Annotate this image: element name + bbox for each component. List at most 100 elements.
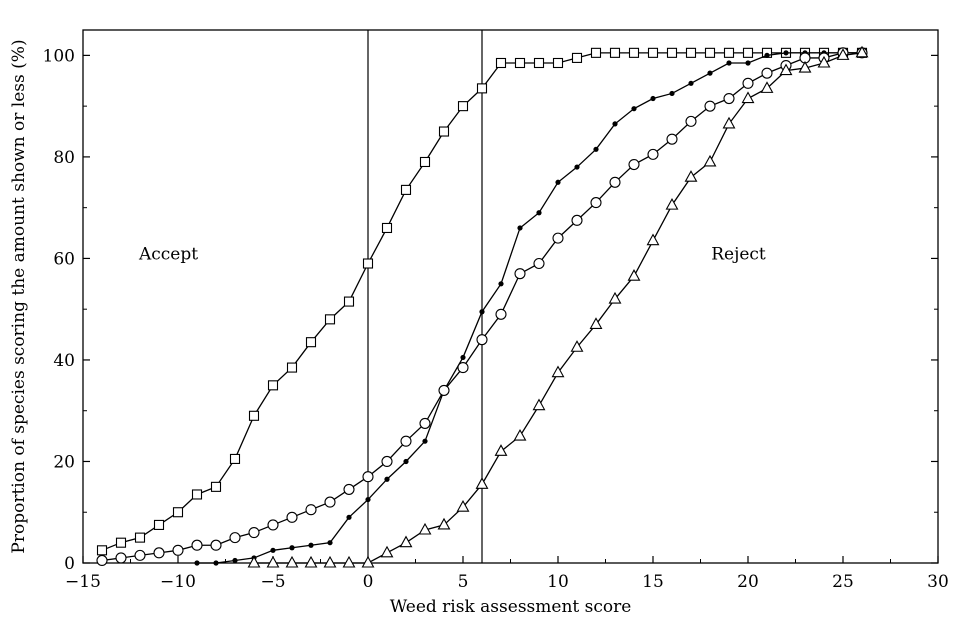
data-point: [342, 555, 356, 568]
x-tick-label: 25: [832, 572, 854, 592]
data-point: [590, 47, 602, 58]
x-tick-label: 5: [458, 572, 469, 592]
data-point: [437, 517, 451, 530]
data-point: [438, 126, 450, 137]
data-point: [400, 435, 412, 447]
data-point: [96, 545, 108, 556]
data-point: [210, 539, 222, 551]
data-point: [817, 55, 831, 68]
data-point: [723, 92, 735, 105]
data-point: [783, 50, 789, 56]
data-point: [305, 337, 317, 348]
data-point: [362, 258, 374, 269]
series-line: [197, 52, 862, 564]
data-point: [460, 354, 466, 361]
data-point: [517, 225, 523, 231]
data-point: [589, 317, 603, 329]
data-point: [475, 477, 489, 489]
data-point: [571, 214, 583, 226]
y-tick-label: 40: [53, 351, 75, 371]
data-point: [266, 555, 280, 568]
data-point: [570, 340, 584, 352]
data-point: [286, 362, 298, 373]
data-point: [419, 156, 431, 168]
data-point: [513, 428, 527, 441]
data-point: [229, 532, 241, 544]
data-point: [704, 100, 716, 112]
data-point: [96, 554, 108, 567]
data-point: [438, 384, 450, 396]
data-point: [704, 47, 716, 58]
data-point: [270, 547, 276, 553]
data-point: [305, 504, 317, 516]
x-tick-label: 15: [642, 572, 664, 592]
data-point: [666, 133, 678, 145]
data-point: [361, 555, 375, 568]
data-point: [343, 483, 355, 495]
data-point: [665, 197, 679, 210]
x-tick-label: 30: [927, 572, 949, 592]
data-point: [324, 314, 336, 325]
data-point: [631, 106, 637, 112]
data-point: [574, 164, 580, 170]
data-point: [533, 257, 545, 270]
data-point: [590, 197, 602, 209]
data-point: [609, 47, 621, 58]
data-point: [855, 45, 869, 58]
data-point: [669, 90, 675, 97]
data-point: [745, 60, 751, 66]
data-point: [760, 81, 774, 93]
data-point: [514, 57, 526, 69]
data-point: [232, 557, 238, 564]
data-point: [479, 309, 485, 315]
data-point: [362, 471, 374, 483]
data-point: [723, 47, 735, 58]
data-point: [476, 334, 488, 346]
x-axis: −15 −10 −5 0 5 10 15 20 25 30: [65, 556, 949, 592]
data-point: [247, 555, 261, 568]
data-point: [707, 70, 713, 76]
data-point: [134, 532, 146, 543]
data-point: [365, 496, 371, 503]
data-point: [400, 184, 412, 195]
data-point: [418, 522, 432, 535]
data-point: [323, 555, 337, 568]
data-point: [172, 544, 184, 556]
y-tick-label: 80: [53, 148, 75, 168]
data-point: [533, 57, 545, 69]
data-point: [191, 489, 203, 500]
data-point: [346, 514, 352, 520]
data-point: [343, 296, 355, 307]
data-point: [685, 47, 697, 58]
data-point: [304, 555, 318, 568]
data-point: [153, 547, 165, 559]
data-point: [798, 60, 812, 73]
y-tick-label: 20: [53, 452, 75, 472]
data-point: [555, 179, 561, 185]
data-point: [647, 148, 659, 160]
data-point: [742, 77, 754, 89]
data-point: [726, 60, 732, 66]
data-point: [267, 380, 279, 391]
data-point: [381, 455, 393, 468]
x-axis-label: Weed risk assessment score: [390, 597, 632, 617]
data-point: [419, 417, 431, 429]
y-tick-label: 0: [64, 554, 75, 574]
data-point: [153, 519, 165, 530]
data-point: [608, 291, 622, 304]
data-point: [722, 116, 736, 129]
accept-region-label: Accept: [138, 244, 198, 264]
data-point: [285, 555, 299, 568]
data-point: [646, 233, 660, 246]
data-point: [552, 57, 564, 69]
data-point: [536, 210, 542, 216]
data-point: [593, 146, 599, 152]
data-point: [742, 47, 754, 58]
data-point: [703, 154, 717, 167]
data-point: [456, 500, 470, 512]
data-point: [666, 47, 678, 58]
data-point: [324, 496, 336, 508]
x-tick-label: −15: [65, 572, 101, 592]
data-point: [764, 52, 770, 58]
data-point: [248, 410, 260, 421]
